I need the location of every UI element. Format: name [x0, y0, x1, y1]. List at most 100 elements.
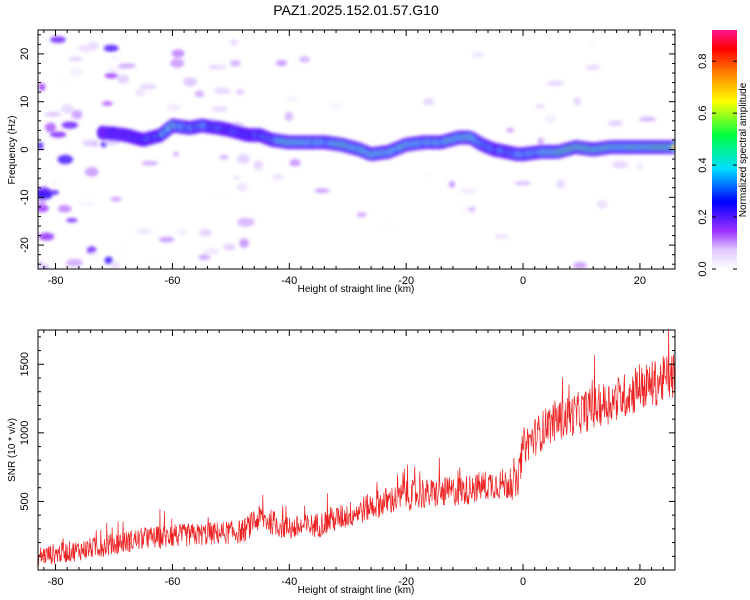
snr-x-tick-label: -80	[48, 576, 64, 588]
noise-blob	[638, 116, 657, 122]
noise-blob	[61, 121, 79, 129]
noise-blob	[275, 59, 288, 67]
noise-blob	[611, 160, 629, 169]
noise-blob	[459, 188, 478, 194]
noise-blob	[493, 234, 510, 240]
spectrogram-y-tick-label: 0	[19, 146, 31, 152]
noise-blob	[158, 236, 175, 243]
snr-x-tick-label: -60	[164, 576, 180, 588]
noise-blob	[314, 188, 330, 193]
noise-blob	[69, 67, 84, 77]
noise-blob	[467, 206, 476, 213]
noise-blob	[202, 248, 220, 255]
spectrogram-x-tick-label: -60	[164, 275, 180, 287]
snr-x-tick-label: -40	[281, 576, 297, 588]
noise-blob	[214, 87, 231, 95]
noise-blob	[50, 189, 59, 196]
noise-blob	[166, 104, 181, 111]
colorbar-tick-label: 0.4	[697, 157, 709, 172]
noise-blob	[212, 194, 228, 200]
spectrogram-panel: -80 -60 -40 -20 0 20 -20 -10 0 10 20 Height of str…	[7, 29, 676, 295]
colorbar-tick-label: 0.0	[697, 261, 709, 276]
spectrogram-axes: -80 -60 -40 -20 0 20 -20 -10 0 10 20	[19, 30, 676, 287]
noise-blob	[514, 181, 532, 186]
colorbar-label: Normalized spectral amplitude	[738, 82, 749, 217]
noise-blob	[111, 261, 120, 269]
noise-blob	[68, 56, 83, 62]
noise-blob	[545, 114, 556, 125]
spectrogram-x-axis-title: Height of straight line (km)	[298, 284, 415, 295]
noise-blob	[77, 200, 95, 207]
noise-blob	[328, 102, 342, 110]
spectrogram-x-tick-label: -40	[281, 275, 297, 287]
noise-blob	[285, 95, 298, 102]
noise-blob	[272, 173, 284, 181]
spectrogram-heatmap	[38, 36, 675, 269]
snr-y-tick-label: 1500	[19, 352, 31, 376]
snr-frame	[37, 329, 676, 571]
spectrogram-y-tick-label: -10	[19, 189, 31, 205]
noise-blob	[121, 67, 137, 74]
noise-blob	[229, 59, 241, 67]
noise-blob	[573, 262, 587, 269]
noise-blob	[289, 158, 301, 167]
noise-blob	[105, 66, 124, 73]
noise-blob	[108, 54, 123, 60]
spectrogram-x-tick-label: -80	[48, 275, 64, 287]
noise-blob	[236, 153, 250, 164]
noise-blob	[38, 141, 44, 150]
snr-panel: -80 -60 -40 -20 0 20 500 1000 1500 Height of str…	[7, 329, 676, 596]
noise-blob	[38, 204, 49, 213]
noise-blob	[57, 154, 74, 165]
noise-blob	[253, 160, 264, 171]
snr-x-tick-label: 20	[634, 576, 646, 588]
noise-blob	[588, 40, 597, 46]
noise-blob	[471, 52, 485, 57]
noise-blob	[135, 88, 146, 98]
noise-blob	[81, 139, 99, 147]
noise-blob	[298, 56, 311, 63]
noise-blob	[423, 171, 433, 177]
snr-plot-area	[38, 330, 675, 570]
noise-blob	[50, 36, 66, 44]
snr-x-axis-title: Height of straight line (km)	[298, 585, 415, 596]
chart-title: PAZ1.2025.152.01.57.G10	[273, 2, 439, 18]
spectrogram-x-tick-label: -20	[398, 275, 414, 287]
snr-y-axis-title: SNR (10 * v/v)	[7, 418, 18, 482]
spectrogram-y-tick-label: -20	[19, 237, 31, 253]
noise-blob	[230, 38, 238, 46]
noise-blob	[66, 218, 78, 223]
snr-x-tick-label: -20	[398, 576, 414, 588]
noise-blob	[139, 83, 158, 90]
noise-blob	[84, 167, 99, 177]
snr-x-tick-label: 0	[520, 576, 526, 588]
noise-blob	[170, 58, 185, 68]
noise-blob	[176, 228, 187, 236]
noise-blob	[117, 74, 130, 84]
noise-blob	[50, 180, 59, 187]
snr-axes: -80 -60 -40 -20 0 20 500 1000 1500	[19, 330, 676, 588]
snr-y-tick-label: 1000	[19, 421, 31, 445]
noise-blob	[284, 111, 294, 122]
noise-blob	[194, 90, 205, 98]
noise-blob	[44, 122, 57, 133]
noise-blob	[198, 262, 210, 268]
colorbar-axis: 0.0 0.2 0.4 0.6 0.8	[697, 54, 737, 277]
noise-blob	[71, 109, 83, 120]
noise-blob	[448, 180, 456, 188]
noise-blob	[104, 72, 119, 79]
spectrogram-x-tick-label: 20	[634, 275, 646, 287]
noise-blob	[211, 106, 228, 113]
noise-blob	[458, 205, 468, 215]
snr-y-tick-label: 500	[19, 492, 31, 510]
noise-blob	[573, 97, 581, 106]
noise-blob	[356, 212, 367, 217]
noise-blob	[506, 128, 515, 133]
noise-blob	[110, 196, 122, 202]
spectrogram-y-tick-label: 20	[19, 48, 31, 60]
colorbar: 0.0 0.2 0.4 0.6 0.8 Normalized spectral ampl…	[697, 30, 749, 277]
spectrogram-y-tick-label: 10	[19, 96, 31, 108]
noise-blob	[239, 238, 249, 249]
colorbar-gradient	[712, 30, 737, 269]
